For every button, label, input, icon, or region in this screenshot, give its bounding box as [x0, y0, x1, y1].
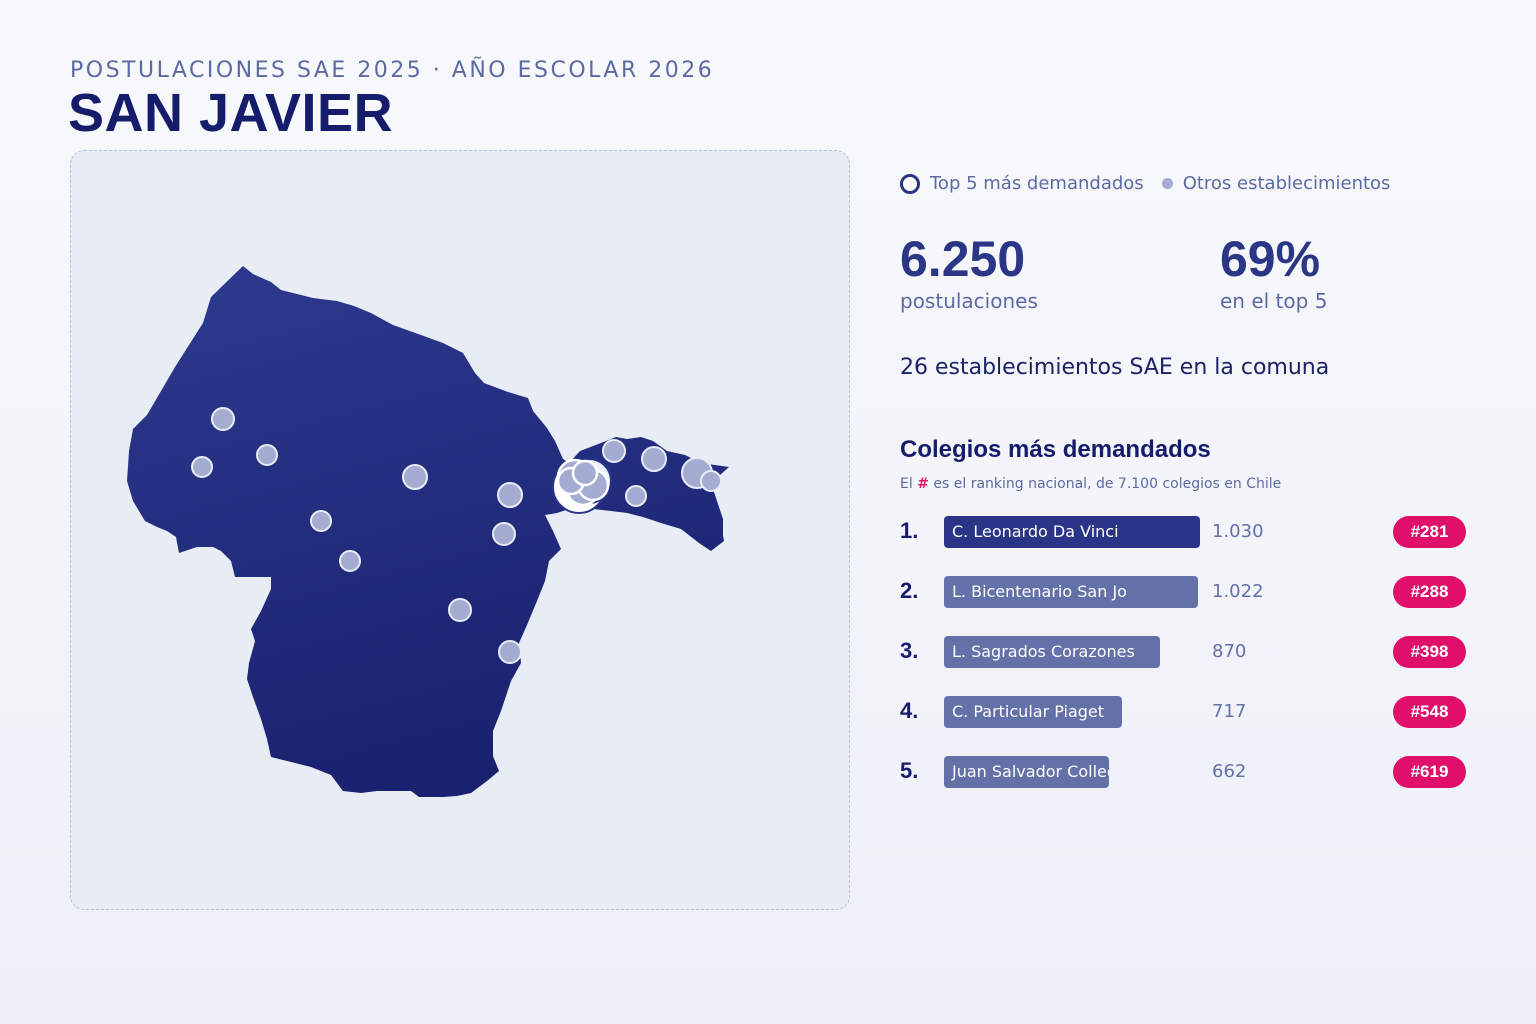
school-dot[interactable]: [256, 444, 278, 466]
school-dot[interactable]: [641, 446, 667, 472]
legend-top5-label: Top 5 más demandados: [930, 173, 1144, 194]
stat-applications: 6.250 postulaciones: [900, 231, 1038, 314]
rank-position: 1.: [900, 518, 919, 543]
rank-position: 2.: [900, 578, 919, 603]
ring-legend-icon: [900, 173, 920, 194]
school-dot[interactable]: [498, 640, 522, 664]
school-dot[interactable]: [448, 598, 472, 622]
rank-bar: L. Bicentenario San Jo: [944, 576, 1198, 608]
top5-cluster: [552, 458, 612, 514]
eyebrow-subtitle: POSTULACIONES SAE 2025 · AÑO ESCOLAR 202…: [70, 58, 715, 83]
school-dot[interactable]: [211, 407, 235, 431]
comuna-shape: [127, 266, 729, 797]
ranking-row[interactable]: 1. C. Leonardo Da Vinci 1.030 #281: [900, 516, 1470, 550]
national-rank-badge: #398: [1393, 636, 1466, 668]
ranking-note-prefix: El: [900, 476, 913, 492]
ranking-title: Colegios más demandados: [900, 436, 1211, 463]
school-dot[interactable]: [339, 550, 361, 572]
rank-bar: C. Particular Piaget: [944, 696, 1122, 728]
map-legend: Top 5 más demandados Otros establecimien…: [900, 173, 1390, 194]
school-dot[interactable]: [700, 470, 722, 492]
rank-school-name: C. Leonardo Da Vinci: [952, 522, 1119, 541]
ranking-row[interactable]: 2. L. Bicentenario San Jo 1.022 #288: [900, 576, 1470, 610]
rank-applications: 717: [1212, 701, 1247, 722]
rank-bar: Juan Salvador College: [944, 756, 1109, 788]
national-rank-badge: #548: [1393, 696, 1466, 728]
stat-top5-share: 69% en el top 5: [1220, 231, 1328, 314]
rank-applications: 1.030: [1212, 521, 1264, 542]
rank-bar: C. Leonardo Da Vinci: [944, 516, 1200, 548]
school-dot[interactable]: [191, 456, 213, 478]
ranking-row[interactable]: 3. L. Sagrados Corazones 870 #398: [900, 636, 1470, 670]
rank-position: 3.: [900, 638, 919, 663]
ranking-note: El # es el ranking nacional, de 7.100 co…: [900, 476, 1281, 492]
rank-applications: 870: [1212, 641, 1247, 662]
stat-top5-share-value: 69%: [1220, 231, 1321, 287]
ranking-row[interactable]: 5. Juan Salvador College 662 #619: [900, 756, 1470, 790]
map-card: [70, 150, 850, 910]
school-dot[interactable]: [402, 464, 428, 490]
legend-others-label: Otros establecimientos: [1182, 173, 1391, 194]
national-rank-badge: #619: [1393, 756, 1466, 788]
comuna-map: [127, 266, 729, 797]
rank-school-name: C. Particular Piaget: [952, 702, 1105, 721]
rank-applications: 662: [1212, 761, 1247, 782]
ranking-note-hash: #: [917, 476, 929, 492]
page-title: SAN JAVIER: [68, 83, 394, 143]
school-dot[interactable]: [625, 485, 647, 507]
ranking-note-suffix: es el ranking nacional, de 7.100 colegio…: [933, 476, 1282, 492]
school-dots: [191, 407, 722, 664]
dot-legend-icon: [1161, 178, 1173, 189]
ranking-row[interactable]: 4. C. Particular Piaget 717 #548: [900, 696, 1470, 730]
school-dot[interactable]: [602, 439, 626, 463]
school-dot[interactable]: [492, 522, 516, 546]
rank-position: 4.: [900, 698, 919, 723]
schools-count-line: 26 establecimientos SAE en la comuna: [900, 355, 1330, 380]
rank-school-name: Juan Salvador College: [952, 762, 1109, 781]
national-rank-badge: #288: [1393, 576, 1466, 608]
stat-top5-share-label: en el top 5: [1220, 289, 1328, 313]
rank-bar: L. Sagrados Corazones: [944, 636, 1160, 668]
national-rank-badge: #281: [1393, 516, 1466, 548]
school-dot[interactable]: [497, 482, 523, 508]
stat-applications-label: postulaciones: [900, 289, 1038, 313]
rank-position: 5.: [900, 758, 919, 783]
rank-school-name: L. Bicentenario San Jo: [952, 582, 1127, 601]
stat-applications-value: 6.250: [900, 231, 1026, 287]
top5-school-dot[interactable]: [571, 459, 599, 487]
rank-school-name: L. Sagrados Corazones: [952, 642, 1135, 661]
rank-applications: 1.022: [1212, 581, 1264, 602]
school-dot[interactable]: [310, 510, 332, 532]
